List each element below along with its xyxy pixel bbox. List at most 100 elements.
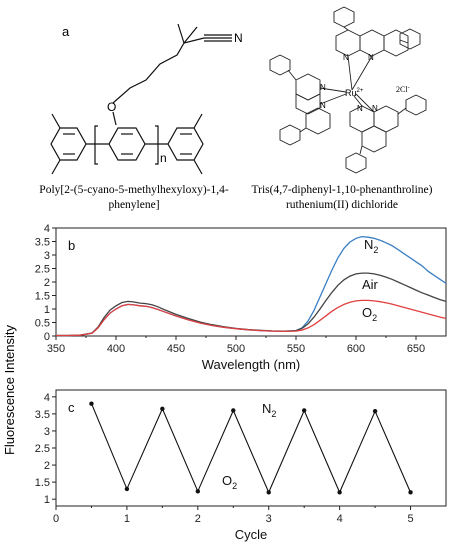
left-methyl-top <box>51 113 61 129</box>
y-tick-label-c-6: 4 <box>44 392 50 404</box>
complex-name-line2: ruthenium(II) dichloride <box>286 199 398 211</box>
x-tick-label-c-4: 4 <box>337 513 343 525</box>
data-point-c-2 <box>160 406 165 411</box>
ligand-2-ring-b <box>295 93 321 115</box>
panel-label-c: c <box>68 400 75 415</box>
y-tick-label-b-7: 3.5 <box>35 237 50 249</box>
ru-atom-n-1: N <box>343 53 349 62</box>
coord-bond-6 <box>355 93 375 113</box>
ligand-1-phenyl-left <box>333 6 355 28</box>
y-tick-label-b-1: 0.5 <box>35 318 50 330</box>
y-tick-label-b-0: 0 <box>44 331 50 343</box>
data-point-c-3 <box>195 489 201 494</box>
bracket-left <box>94 125 98 165</box>
x-tick-label-b-5: 600 <box>347 343 365 355</box>
data-point-c-8 <box>372 408 378 414</box>
ligand-3-ring-c <box>361 125 387 153</box>
right-methyl-bottom <box>193 159 203 175</box>
x-tick-label-b-2: 450 <box>167 343 185 355</box>
annotation-c-0-text: N <box>262 401 271 416</box>
annotation-c-1-sub: 2 <box>232 481 237 491</box>
series-line-c-0 <box>90 403 412 494</box>
y-tick-label-c-2: 2 <box>44 460 50 472</box>
ligand-3-phenyl-bottom <box>345 152 367 174</box>
panel-label-b: b <box>68 238 75 253</box>
series-label-b-2-sub: 2 <box>372 313 377 323</box>
left-methyl-bottom <box>51 159 61 175</box>
x-tick-label-c-5: 5 <box>407 513 413 525</box>
right-methyl-top <box>193 113 203 129</box>
polymer-structure <box>50 23 232 175</box>
x-tick-label-c-3: 3 <box>266 513 272 525</box>
ru-complex-structure <box>269 6 427 174</box>
ligand-1-bond-left <box>343 26 349 31</box>
series-line-b-2 <box>56 299 447 337</box>
annotation-c-1: O2 <box>222 473 237 491</box>
y-tick-label-c-5: 3.5 <box>35 409 50 421</box>
ether-bond <box>112 111 117 126</box>
right-end-ring <box>167 127 204 161</box>
coord-bond-5 <box>353 95 363 107</box>
ligand-2-bond-top <box>287 69 297 81</box>
ligand-2-ring-c <box>305 107 331 135</box>
ligand-3-bond-bottom <box>359 145 363 155</box>
y-tick-label-c-0: 1 <box>44 494 50 506</box>
series-label-b-0-sub: 2 <box>373 245 378 255</box>
ligand-1-ring-c <box>383 29 409 57</box>
y-tick-label-b-6: 3 <box>44 250 50 262</box>
series-label-b-1: Air <box>362 277 379 292</box>
data-point-c-4 <box>231 408 236 413</box>
methyl-bond-1 <box>177 23 185 44</box>
ligand-2-bond-bottom <box>299 127 307 133</box>
y-tick-label-b-8: 4 <box>44 223 50 235</box>
x-tick-label-b-0: 350 <box>47 343 65 355</box>
x-tick-label-b-4: 550 <box>287 343 305 355</box>
data-point-c-5 <box>266 490 271 495</box>
ru-atom-n-5: N <box>357 104 363 113</box>
y-tick-label-b-3: 1.5 <box>35 291 50 303</box>
ligand-1-bond-right <box>399 39 409 44</box>
ligand-2-phenyl-bottom <box>279 124 301 146</box>
series-label-b-2-text: O <box>362 305 372 320</box>
x-tick-label-c-2: 2 <box>195 513 201 525</box>
x-tick-label-c-0: 0 <box>53 513 59 525</box>
coord-bond-2 <box>351 55 373 91</box>
central-ring <box>108 127 146 161</box>
ligand-3-bond-right <box>397 107 407 115</box>
x-tick-label-c-1: 1 <box>124 513 130 525</box>
y-tick-label-b-4: 2 <box>44 277 50 289</box>
ru-atom-n-2: N <box>368 53 374 62</box>
panel-a-label: a <box>62 24 70 39</box>
ru-atom-n-6: N <box>372 104 378 113</box>
y-tick-label-c-1: 1.5 <box>35 477 50 489</box>
series-line-b-1 <box>56 272 447 337</box>
y-tick-label-b-2: 1 <box>44 304 50 316</box>
data-point-c-1 <box>124 486 130 492</box>
x-axis-label-c: Cycle <box>235 527 268 542</box>
y-tick-label-c-4: 3 <box>44 426 50 438</box>
series-label-b-2: O2 <box>362 305 377 323</box>
ru-counterion: 2Cl- <box>396 85 410 94</box>
panel-a: a <box>39 6 433 211</box>
data-point-c-6 <box>301 408 307 413</box>
coord-bond-3 <box>319 87 347 93</box>
bracket-right <box>155 125 159 165</box>
chart-b: 350 400 450 500 550 600 65000.511.522.533.54bW… <box>35 223 447 372</box>
coord-bond-4 <box>319 93 347 105</box>
ligand-3-phenyl-right <box>405 94 427 116</box>
left-end-ring <box>50 127 87 161</box>
polymer-atom-n: N <box>234 31 243 45</box>
series-label-b-1-text: Air <box>362 277 379 292</box>
series-label-b-0: N2 <box>364 237 378 255</box>
polymer-subscript-n: n <box>160 151 167 165</box>
data-point-c-7 <box>337 490 342 495</box>
series-label-b-0-text: N <box>364 237 373 252</box>
ru-atom-n-4: N <box>320 101 326 110</box>
coord-bond-1 <box>347 55 353 91</box>
annotation-c-0: N2 <box>262 401 276 419</box>
ligand-1-phenyl-right <box>399 28 421 50</box>
x-axis-label-b: Wavelength (nm) <box>202 357 301 372</box>
polymer-atom-o: O <box>107 100 116 114</box>
